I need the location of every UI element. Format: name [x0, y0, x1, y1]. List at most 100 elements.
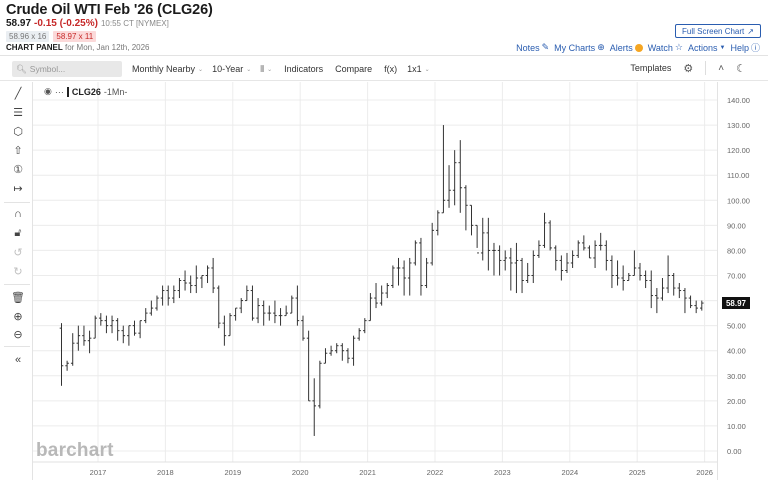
templates-button[interactable]: Templates	[630, 63, 672, 73]
notes-label: Notes	[516, 42, 540, 53]
function-button[interactable]: f(x)	[384, 64, 397, 74]
measure-icon[interactable]: ↦	[13, 182, 23, 195]
chart-panel-label: CHART PANEL	[6, 43, 63, 52]
compare-label: Compare	[335, 64, 373, 74]
caret-down-icon: ▼	[719, 44, 726, 51]
zoom-in-icon[interactable]: ⊕	[13, 310, 23, 323]
chart-area[interactable]	[32, 82, 718, 480]
watch-label: Watch	[647, 42, 673, 53]
trendline-icon[interactable]: ╱	[14, 87, 22, 100]
svg-text:2019: 2019	[224, 468, 241, 477]
settings-gear-icon[interactable]: ⚙	[683, 62, 694, 75]
trash-icon[interactable]: 🗑︎	[11, 291, 25, 304]
indicators-button[interactable]: Indicators	[284, 64, 323, 74]
svg-text:130.00: 130.00	[727, 121, 750, 130]
legend-interval: -1Mn-	[103, 86, 128, 97]
edit-icon: ✎	[541, 42, 550, 52]
last-price: 58.97	[6, 18, 32, 29]
fib-icon[interactable]: ☰	[13, 106, 23, 119]
search-placeholder: Symbol...	[29, 64, 66, 74]
svg-text:110.00: 110.00	[727, 171, 749, 180]
search-icon: 🔍︎	[16, 63, 27, 74]
svg-text:2025: 2025	[629, 468, 646, 477]
actions-menu[interactable]: Actions ▼	[688, 43, 725, 53]
svg-text:120.00: 120.00	[727, 146, 750, 155]
svg-text:2021: 2021	[359, 468, 376, 477]
svg-text:50.00: 50.00	[727, 322, 746, 331]
quote-time: 10:55 CT [NYMEX]	[100, 19, 169, 28]
barchart-watermark: barchart	[36, 440, 114, 461]
numbered-marker-icon[interactable]: ①	[13, 163, 23, 176]
toolbar-separator	[705, 61, 707, 75]
chart-toolbar: 🔍︎ Symbol... Monthly Nearby ⌄ 10-Year ⌄ ⫴ ⌄…	[0, 58, 768, 80]
svg-text:70.00: 70.00	[727, 272, 746, 281]
sidebar-divider	[4, 346, 30, 347]
zoom-out-icon[interactable]: ⊖	[13, 328, 23, 341]
arrow-icon[interactable]: ⇧	[13, 144, 23, 157]
more-options-icon[interactable]: ···	[54, 86, 64, 97]
svg-text:2022: 2022	[427, 468, 444, 477]
full-screen-label: Full Screen Chart	[682, 26, 745, 36]
chevron-down-icon: ⌄	[424, 66, 430, 73]
bid-ask: 58.96 x 16 58.97 x 11	[6, 31, 97, 42]
indicators-label: Indicators	[284, 64, 324, 74]
drawing-tools-sidebar: ╱ ☰ ⬡ ⇧ ① ↦ ∩ 🔓︎ ↺ ↻ 🗑︎ ⊕ ⊖ «	[0, 82, 32, 480]
chevron-down-icon: ⌄	[267, 66, 273, 73]
dark-mode-moon-icon[interactable]: ☾	[736, 62, 746, 75]
help-link[interactable]: Help ⓘ	[730, 41, 760, 54]
layout-dropdown[interactable]: 1x1 ⌄	[407, 64, 430, 74]
bid-badge: 58.96 x 16	[6, 31, 50, 42]
price-change: -0.15 (-0.25%)	[34, 18, 98, 29]
redo-icon[interactable]: ↻	[13, 265, 23, 278]
my-charts-label: My Charts	[554, 42, 596, 53]
chart-panel-date: CHART PANEL for Mon, Jan 12th, 2026	[6, 43, 149, 52]
svg-text:2017: 2017	[90, 468, 107, 477]
function-label: f(x)	[384, 64, 398, 74]
expand-arrow-icon: ↗	[747, 26, 754, 36]
header-divider	[0, 55, 768, 56]
my-charts-link[interactable]: My Charts ⊕	[554, 42, 605, 53]
last-price-tag: 58.97	[722, 297, 750, 310]
svg-text:90.00: 90.00	[727, 221, 746, 230]
help-circle-icon: ⓘ	[750, 43, 760, 53]
full-screen-chart-button[interactable]: Full Screen Chart ↗	[675, 24, 761, 38]
toolbar-divider	[0, 80, 768, 81]
collapse-up-icon[interactable]: ˄	[718, 62, 725, 74]
undo-icon[interactable]: ↺	[13, 246, 23, 259]
eye-icon[interactable]: ◉	[44, 86, 52, 96]
chevron-down-icon: ⌄	[246, 66, 252, 73]
layout-label: 1x1	[407, 64, 422, 74]
collapse-sidebar-icon[interactable]: «	[14, 354, 22, 366]
period-dropdown[interactable]: 10-Year ⌄	[212, 64, 251, 74]
svg-text:30.00: 30.00	[727, 372, 746, 381]
lock-icon[interactable]: 🔓︎	[14, 226, 22, 239]
svg-text:140.00: 140.00	[727, 96, 750, 105]
svg-text:2024: 2024	[561, 468, 578, 477]
svg-text:10.00: 10.00	[727, 422, 746, 431]
sidebar-divider	[4, 202, 30, 203]
aggregation-label: Monthly Nearby	[132, 64, 196, 74]
magnet-icon[interactable]: ∩	[14, 208, 22, 220]
svg-text:100.00: 100.00	[727, 196, 750, 205]
compare-button[interactable]: Compare	[335, 64, 372, 74]
chart-legend: ◉ ··· CLG26 -1Mn-	[44, 86, 127, 97]
sidebar-divider	[4, 284, 30, 285]
notes-link[interactable]: Notes ✎	[516, 42, 549, 53]
chart-type-dropdown[interactable]: ⫴ ⌄	[260, 64, 272, 75]
panel-date-text: for Mon, Jan 12th, 2026	[64, 43, 150, 52]
aggregation-dropdown[interactable]: Monthly Nearby ⌄	[132, 64, 203, 74]
svg-text:2026: 2026	[696, 468, 713, 477]
actions-label: Actions	[688, 42, 718, 53]
shape-icon[interactable]: ⬡	[13, 125, 23, 138]
alerts-label: Alerts	[609, 42, 633, 53]
symbol-search-input[interactable]: 🔍︎ Symbol...	[12, 61, 122, 77]
svg-text:2020: 2020	[292, 468, 309, 477]
watch-link[interactable]: Watch ☆	[648, 42, 683, 53]
alert-icon	[634, 43, 643, 52]
bar-chart-icon: ⫴	[260, 63, 265, 74]
help-label: Help	[730, 42, 749, 53]
alerts-link[interactable]: Alerts	[610, 43, 643, 53]
svg-text:2023: 2023	[494, 468, 511, 477]
svg-text:40.00: 40.00	[727, 347, 746, 356]
